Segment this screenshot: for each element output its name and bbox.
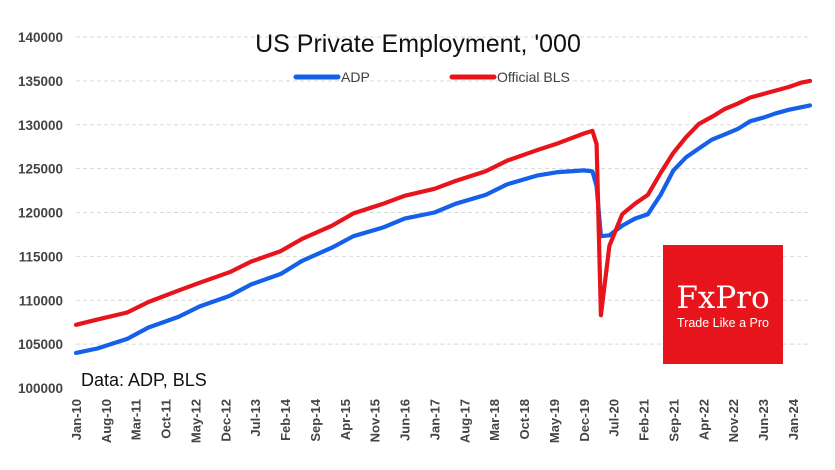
y-axis: 100000 105000 110000 115000 120000 125000 1300… xyxy=(18,30,63,396)
x-tick-label: Jul-20 xyxy=(607,399,622,437)
gridlines xyxy=(76,36,810,345)
x-tick-label: Nov-15 xyxy=(368,399,383,442)
x-tick-label: Jan-17 xyxy=(427,399,442,440)
logo-brand: FxPro xyxy=(676,280,769,316)
x-tick-label: Nov-22 xyxy=(726,399,741,442)
y-tick-label: 120000 xyxy=(18,206,63,221)
y-tick-label: 140000 xyxy=(18,30,63,45)
x-axis: Jan-10 Aug-10 Mar-11 Oct-11 May-12 Dec-12 Jul-… xyxy=(69,398,801,443)
series-line-bls xyxy=(73,78,813,327)
source-note: Data: ADP, BLS xyxy=(81,370,207,390)
x-tick-label: Mar-11 xyxy=(129,399,144,440)
y-tick-label: 105000 xyxy=(18,337,63,352)
y-tick-label: 125000 xyxy=(18,162,63,177)
fxpro-logo: FxPro Trade Like a Pro xyxy=(663,245,783,364)
x-tick-label: Feb-21 xyxy=(637,399,652,441)
y-tick-label: 130000 xyxy=(18,118,63,133)
y-tick-label: 115000 xyxy=(19,249,63,264)
x-tick-label: Apr-15 xyxy=(338,399,353,440)
x-tick-label: Jun-16 xyxy=(398,399,413,441)
x-tick-label: Jun-23 xyxy=(756,399,771,441)
x-tick-label: Dec-12 xyxy=(218,399,233,442)
chart-title: US Private Employment, '000 xyxy=(255,30,581,58)
x-tick-label: Feb-14 xyxy=(278,398,293,441)
x-tick-label: Jan-24 xyxy=(786,398,801,440)
legend-label-adp: ADP xyxy=(341,69,370,85)
legend-label-bls: Official BLS xyxy=(497,69,570,85)
x-tick-label: Oct-11 xyxy=(159,399,174,439)
x-tick-label: Mar-18 xyxy=(487,399,502,441)
legend: ADP Official BLS xyxy=(293,69,570,85)
logo-background xyxy=(663,245,783,364)
x-tick-label: Sep-14 xyxy=(308,398,323,441)
logo-tagline: Trade Like a Pro xyxy=(677,316,769,330)
x-tick-label: Oct-18 xyxy=(517,399,532,439)
y-tick-label: 100000 xyxy=(18,381,63,396)
x-tick-label: Jan-10 xyxy=(69,399,84,440)
y-tick-label: 110000 xyxy=(19,293,63,308)
x-tick-label: Jul-13 xyxy=(248,399,263,437)
x-tick-label: Apr-22 xyxy=(696,399,711,440)
series-lines xyxy=(73,78,813,355)
x-tick-label: May-19 xyxy=(547,399,562,443)
x-tick-label: Sep-21 xyxy=(666,399,681,442)
x-tick-label: Aug-10 xyxy=(99,399,114,443)
x-tick-label: Dec-19 xyxy=(577,399,592,442)
x-tick-label: May-12 xyxy=(188,399,203,443)
series-line-adp xyxy=(73,103,813,355)
y-tick-label: 135000 xyxy=(18,74,63,89)
x-tick-label: Aug-17 xyxy=(457,399,472,443)
